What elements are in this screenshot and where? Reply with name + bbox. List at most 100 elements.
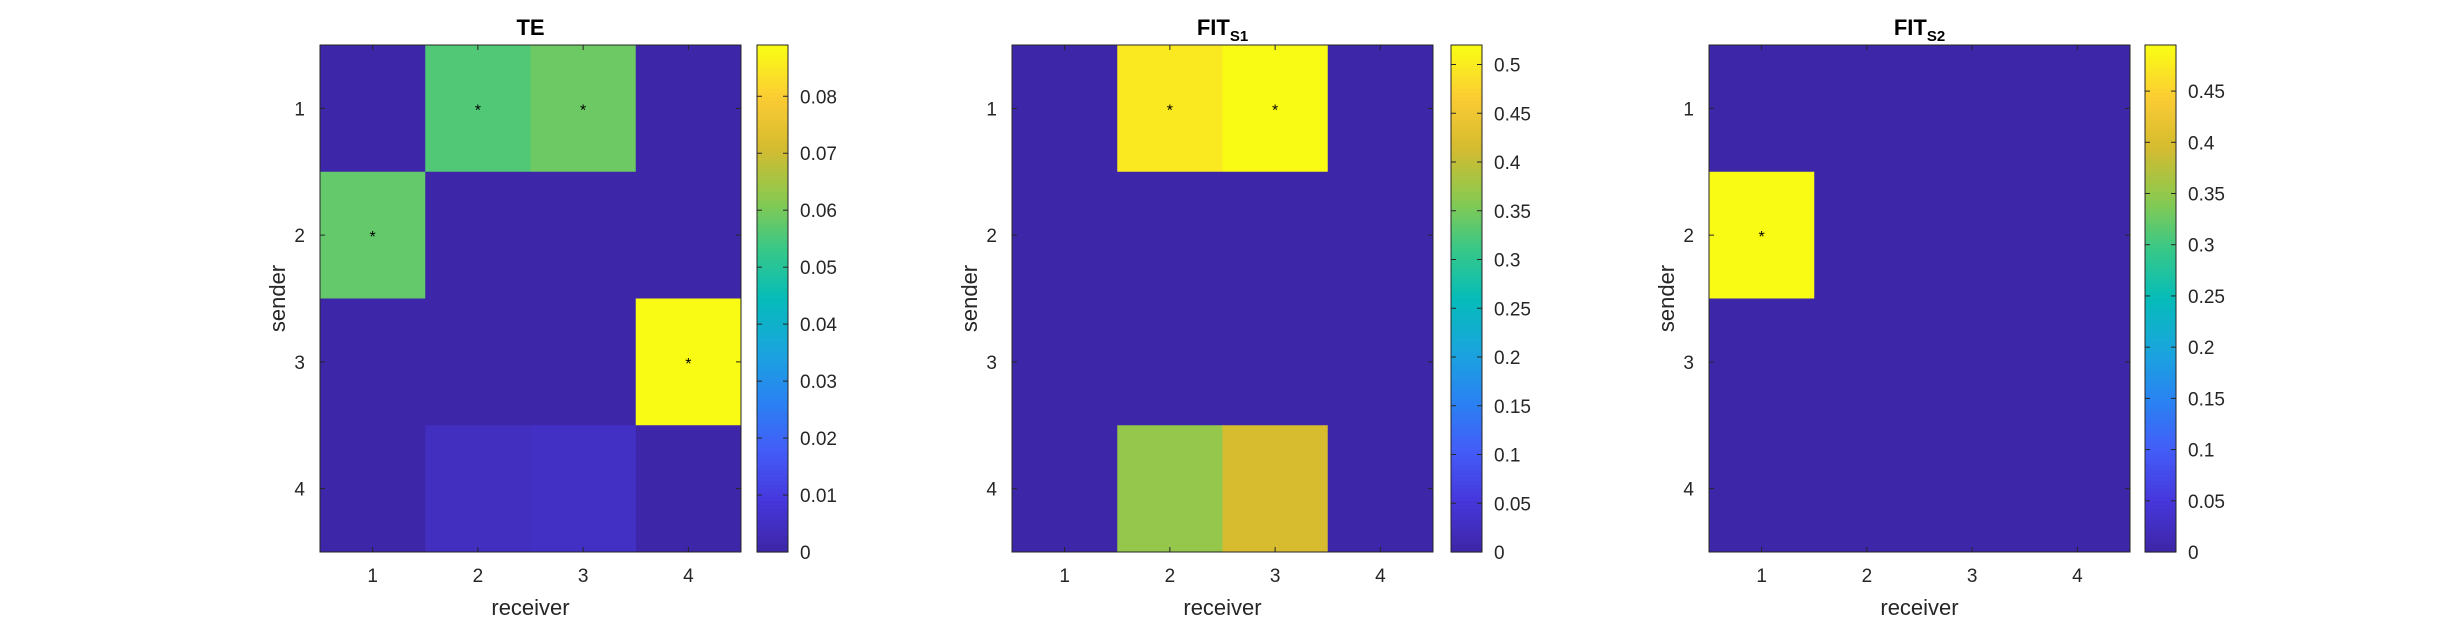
heatmap-cell-r1-c1 xyxy=(1012,45,1118,173)
colorbar-step-56 xyxy=(1451,326,1482,331)
colorbar-step-117 xyxy=(757,84,788,90)
colorbar-step-85 xyxy=(757,211,788,216)
colorbar-step-75 xyxy=(757,250,788,256)
colorbar-step-9 xyxy=(757,512,788,517)
colorbar-step-66 xyxy=(757,286,788,292)
colorbar-step-58 xyxy=(2145,318,2176,323)
significance-marker-r1-c3: * xyxy=(1272,102,1278,119)
colorbar-step-16 xyxy=(1451,484,1482,490)
colorbar-step-106 xyxy=(757,128,788,133)
colorbar-step-126 xyxy=(757,48,788,54)
colorbar-step-113 xyxy=(757,100,788,106)
colorbar-step-38 xyxy=(1451,397,1482,403)
colorbar-step-23 xyxy=(757,456,788,462)
colorbar-step-19 xyxy=(1451,472,1482,478)
colorbar-step-126 xyxy=(1451,48,1482,54)
colorbar-tick-label-2: 0.02 xyxy=(800,429,837,450)
colorbar-tick-label-5: 0.25 xyxy=(1494,299,1531,320)
colorbar-step-117 xyxy=(1451,84,1482,90)
x-axis-label: receiver xyxy=(491,595,569,617)
colorbar-step-50 xyxy=(757,349,788,355)
colorbar-tick-label-7: 0.35 xyxy=(2188,185,2225,206)
colorbar-step-34 xyxy=(2145,413,2176,418)
colorbar-tick-label-6: 0.06 xyxy=(800,201,837,222)
x-axis-label: receiver xyxy=(1880,595,1958,617)
colorbar-step-24 xyxy=(1451,452,1482,458)
colorbar-step-77 xyxy=(2145,243,2176,248)
heatmap-cell-r1-c1 xyxy=(320,45,426,173)
x-tick-label-3: 3 xyxy=(1967,566,1978,587)
heatmap-cell-r3-c4 xyxy=(1327,298,1434,426)
colorbar-step-114 xyxy=(1451,96,1482,102)
heatmap-cell-r1-c4 xyxy=(635,45,742,173)
colorbar-step-123 xyxy=(2145,60,2176,66)
colorbar-step-48 xyxy=(2145,357,2176,363)
colorbar-step-106 xyxy=(2145,128,2176,133)
colorbar-step-103 xyxy=(1451,140,1482,145)
colorbar-step-118 xyxy=(2145,80,2176,86)
colorbar-step-103 xyxy=(757,140,788,145)
y-tick-label-4: 4 xyxy=(1683,480,1694,501)
colorbar-step-71 xyxy=(1451,266,1482,272)
colorbar-tick-label-8: 0.4 xyxy=(1494,153,1521,174)
x-tick-label-4: 4 xyxy=(1375,566,1386,587)
colorbar-step-8 xyxy=(2145,516,2176,521)
colorbar-step-59 xyxy=(2145,314,2176,319)
colorbar-step-86 xyxy=(1451,207,1482,212)
colorbar-step-89 xyxy=(2145,195,2176,201)
colorbar-step-124 xyxy=(757,56,788,62)
colorbar-step-62 xyxy=(1451,302,1482,308)
colorbar-step-107 xyxy=(1451,124,1482,129)
colorbar-step-86 xyxy=(2145,207,2176,212)
colorbar-step-8 xyxy=(1451,516,1482,521)
colorbar-tick-label-5: 0.25 xyxy=(2188,287,2225,308)
colorbar-step-67 xyxy=(2145,282,2176,288)
colorbar-step-112 xyxy=(1451,104,1482,109)
colorbar-tick-label-2: 0.1 xyxy=(2188,441,2214,462)
y-axis-label: sender xyxy=(1654,265,1679,332)
colorbar-step-80 xyxy=(2145,231,2176,236)
significance-marker-r2-c1: * xyxy=(1759,229,1765,246)
significance-marker-r1-c3: * xyxy=(580,102,586,119)
colorbar-step-119 xyxy=(2145,76,2176,82)
colorbar-step-108 xyxy=(1451,120,1482,125)
colorbar-step-120 xyxy=(2145,72,2176,78)
colorbar-step-18 xyxy=(757,476,788,482)
x-tick-label-3: 3 xyxy=(1270,566,1281,587)
colorbar-step-29 xyxy=(2145,433,2176,438)
x-tick-label-2: 2 xyxy=(1862,566,1873,587)
colorbar-step-5 xyxy=(2145,528,2176,533)
colorbar-step-24 xyxy=(757,452,788,458)
colorbar-step-111 xyxy=(2145,108,2176,113)
colorbar-step-47 xyxy=(757,361,788,367)
colorbar-step-105 xyxy=(1451,132,1482,137)
colorbar-step-104 xyxy=(2145,136,2176,141)
heatmap-cell-r3-c3 xyxy=(530,298,637,426)
heatmap-cell-r4-c2 xyxy=(1814,425,1920,553)
colorbar-step-75 xyxy=(2145,250,2176,256)
colorbar-step-4 xyxy=(2145,532,2176,537)
colorbar-step-41 xyxy=(757,385,788,391)
heatmap-cell-r1-c4 xyxy=(1327,45,1434,173)
heatmap-panel-2: * * 1 2 3 4 1 2 3 4 receiver sender FITS1 0 0.05 0.1 0.1… xyxy=(957,15,1531,617)
colorbar-step-61 xyxy=(1451,306,1482,311)
colorbar-step-14 xyxy=(2145,492,2176,498)
heatmap-cell-r2-c2 xyxy=(1117,171,1223,299)
colorbar-step-7 xyxy=(1451,520,1482,525)
colorbar-step-5 xyxy=(757,528,788,533)
colorbar-step-52 xyxy=(757,342,788,347)
colorbar-step-98 xyxy=(757,159,788,165)
colorbar-step-51 xyxy=(1451,346,1482,351)
colorbar-step-15 xyxy=(2145,488,2176,494)
heatmap-cell-r4-c3 xyxy=(1919,425,2026,553)
colorbar-tick-label-7: 0.35 xyxy=(1494,202,1531,223)
colorbar-step-115 xyxy=(757,92,788,98)
heatmap-cell-r1-c2 xyxy=(1814,45,1920,173)
colorbar-step-45 xyxy=(2145,369,2176,375)
colorbar-step-1 xyxy=(757,544,788,549)
colorbar-step-127 xyxy=(1451,45,1482,50)
colorbar-step-4 xyxy=(757,532,788,537)
heatmap-cell-r1-c4 xyxy=(2024,45,2131,173)
heatmap-cell-r4-c3 xyxy=(1222,425,1329,553)
